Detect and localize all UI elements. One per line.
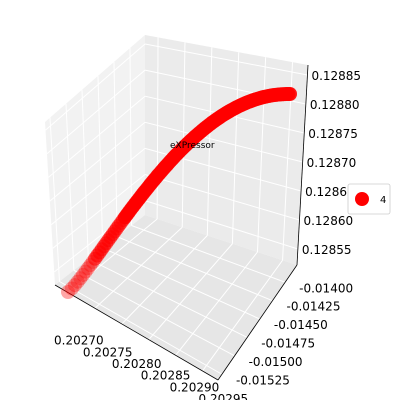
z-grid-line <box>144 174 300 221</box>
z-grid-line <box>50 148 146 226</box>
z-grid-line <box>48 95 146 178</box>
x-tick-label: 0.20270 <box>54 334 104 348</box>
scatter-point <box>70 274 85 289</box>
z-tick-label: 0.12875 <box>308 127 358 141</box>
x-grid-line <box>94 226 183 309</box>
x-tick-label: 0.20275 <box>83 345 133 359</box>
y-grid-line <box>116 236 273 302</box>
x-grid-line <box>175 251 258 356</box>
y-grid-line <box>129 48 132 226</box>
y-grid-line <box>131 225 286 283</box>
scatter-point <box>76 267 90 282</box>
legend-marker <box>355 192 369 206</box>
y-grid-line <box>59 281 223 375</box>
x-tick-label: 0.20290 <box>170 380 220 394</box>
scatter-point <box>283 87 297 101</box>
x-grid-line <box>121 235 208 325</box>
y-tick-label: -0.01525 <box>236 373 290 387</box>
legend-label: 4 <box>380 195 386 206</box>
y-grid-line <box>73 269 235 357</box>
x-tick-label: 0.20285 <box>141 369 191 383</box>
x-grid-line <box>148 243 233 340</box>
z-grid-line <box>144 43 308 76</box>
x-grid-line <box>231 52 240 244</box>
z-tick-label: 0.12855 <box>302 243 352 257</box>
scatter-point <box>64 281 79 296</box>
x-grid-line <box>156 37 159 220</box>
x-tick-label: 0.20295 <box>199 392 249 400</box>
x-grid-line <box>256 57 267 253</box>
z-grid-line <box>144 200 299 250</box>
z-axis-line <box>296 64 309 266</box>
grid-lines <box>45 37 308 375</box>
y-tick-label: -0.01400 <box>299 281 353 295</box>
data-points <box>61 87 297 299</box>
scatter-point <box>81 261 95 276</box>
z-tick-label: 0.12870 <box>307 156 357 170</box>
z-tick-label: 0.12880 <box>310 98 360 112</box>
z-grid-line <box>46 69 146 155</box>
y-axis-line <box>217 264 298 381</box>
z-tick-label: 0.12885 <box>311 69 361 83</box>
y-grid-line <box>65 103 75 271</box>
legend: 4 <box>347 183 391 215</box>
scatter-point <box>61 285 75 299</box>
x-grid-line <box>67 218 158 293</box>
z-tick-label: 0.12860 <box>303 214 353 228</box>
x-grid-line <box>202 259 283 372</box>
y-tick-label: -0.01475 <box>261 336 315 350</box>
y-tick-label: -0.01450 <box>274 318 328 332</box>
z-grid-line <box>45 43 146 131</box>
y-tick-label: -0.01425 <box>287 300 341 314</box>
y-grid-line <box>113 61 118 237</box>
scatter-point <box>67 278 82 293</box>
annotation-label: eXPressor <box>170 141 215 151</box>
y-grid-line <box>49 117 60 282</box>
x-tick-label: 0.20280 <box>112 357 162 371</box>
y-grid-line <box>88 258 248 338</box>
y-grid-line <box>81 89 89 260</box>
scatter-point <box>78 264 93 279</box>
x-grid-line <box>181 42 186 228</box>
tick-labels: 0.202700.202750.202800.202850.202900.202… <box>54 69 361 400</box>
scatter-point <box>73 271 88 286</box>
z-tick-label: 0.12865 <box>305 185 355 199</box>
x-grid-line <box>206 47 213 236</box>
z-grid-line <box>49 121 146 202</box>
pane-floor <box>55 215 297 380</box>
y-grid-line <box>97 75 104 248</box>
x-axis-line <box>54 284 219 381</box>
z-grid-line <box>144 121 303 163</box>
y-grid-line <box>102 247 261 320</box>
z-grid-line <box>52 174 146 249</box>
y-tick-label: -0.01500 <box>249 355 303 369</box>
